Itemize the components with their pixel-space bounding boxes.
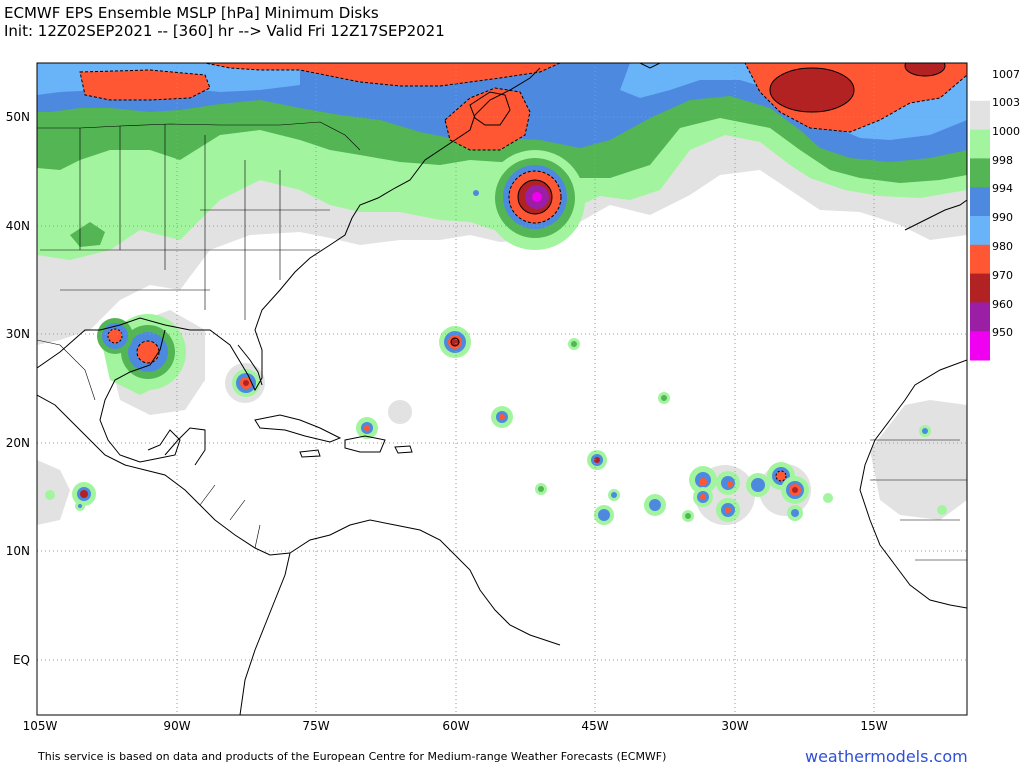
legend-label-1007: 1007 (992, 68, 1020, 81)
legend-swatch-990 (970, 216, 990, 246)
legend-swatch-980 (970, 244, 990, 275)
legend-label-950: 950 (992, 326, 1013, 339)
storm-disk-bermuda (439, 326, 471, 358)
political-borders (37, 121, 967, 561)
lat-label-40n: 40N (5, 219, 30, 233)
map-title: ECMWF EPS Ensemble MSLP [hPa] Minimum Di… (4, 4, 379, 22)
graticule (37, 63, 967, 715)
lat-label-eq: EQ (12, 653, 30, 667)
lat-label-50n: 50N (5, 110, 30, 124)
storm-disk-gulf (110, 314, 186, 390)
legend-swatch-994 (970, 187, 990, 217)
coastlines (37, 63, 967, 715)
lon-label-75w: 75W (302, 719, 330, 733)
lon-label-90w: 90W (163, 719, 191, 733)
legend-swatch-998 (970, 158, 990, 188)
legend-label-1003: 1003 (992, 96, 1020, 109)
legend-swatch-970 (970, 273, 990, 303)
storm-disk-texas (97, 318, 133, 354)
storm-disks (45, 150, 947, 525)
map-subtitle: Init: 12Z02SEP2021 -- [360] hr --> Valid… (4, 22, 445, 40)
brand-link[interactable]: weathermodels.com (805, 747, 968, 766)
lat-label-30n: 30N (5, 327, 30, 341)
legend-swatch-1000 (970, 129, 990, 159)
lat-label-10n: 10N (5, 544, 30, 558)
lat-label-20n: 20N (5, 436, 30, 450)
storm-disk-nw-atlantic (485, 150, 585, 250)
lon-label-30w: 30W (721, 719, 749, 733)
lon-label-15w: 15W (860, 719, 888, 733)
legend-label-980: 980 (992, 240, 1013, 253)
legend-swatch-960 (970, 302, 990, 332)
lon-label-45w: 45W (581, 719, 609, 733)
legend-label-960: 960 (992, 298, 1013, 311)
lon-label-60w: 60W (442, 719, 470, 733)
legend-swatch-950 (970, 331, 990, 361)
storm-disk-small (45, 187, 947, 525)
legend-label-994: 994 (992, 182, 1013, 195)
legend-swatch-1003 (970, 100, 990, 131)
map-frame (36, 62, 968, 716)
lon-label-105w: 105W (22, 719, 58, 733)
legend-label-990: 990 (992, 211, 1013, 224)
legend-label-970: 970 (992, 269, 1013, 282)
legend-colorbar (970, 72, 990, 361)
legend-label-998: 998 (992, 154, 1013, 167)
legend-label-1000: 1000 (992, 125, 1020, 138)
mslp-970-areas (769, 63, 946, 113)
mslp-980-areas (79, 63, 967, 151)
legend-swatch-1007 (970, 72, 990, 102)
storm-disk-florida (232, 369, 260, 397)
ecmwf-disclaimer: This service is based on data and produc… (38, 750, 667, 763)
